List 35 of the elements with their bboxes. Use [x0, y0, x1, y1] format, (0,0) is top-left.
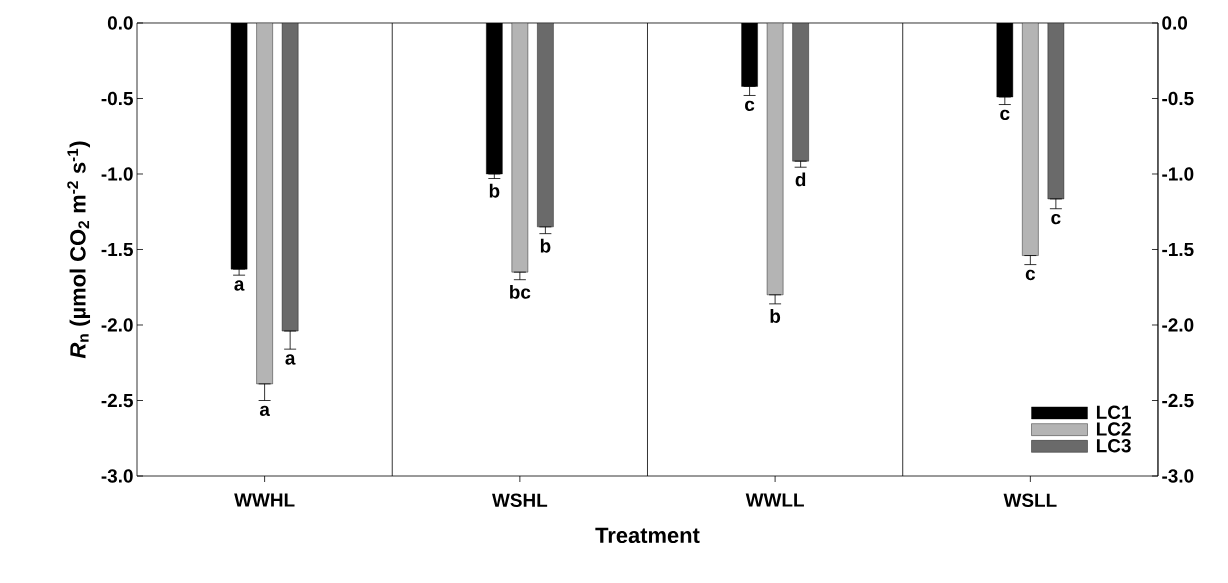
y2-tick-label: -1.5: [1162, 242, 1194, 257]
data-label: c: [1025, 269, 1036, 281]
legend-label: LC2: [1096, 422, 1131, 436]
x-axis-title: Treatment: [595, 527, 700, 544]
y-tick-label: -2.5: [101, 393, 133, 408]
y2-tick-label: -2.5: [1162, 393, 1194, 408]
y2-tick-label: -0.5: [1162, 91, 1194, 106]
text: R$_{n}$ (µmol CO$_{2}$ m$^{-2}$ s$^{-1}$): [67, 141, 91, 359]
y2-tick-label: 0.0: [1162, 16, 1188, 30]
y-tick-label: -1.0: [101, 167, 133, 181]
x-tick-label: WWLL: [745, 493, 804, 507]
data-label: c: [1051, 213, 1061, 225]
y-tick-label: -3.0: [101, 469, 133, 483]
legend-label: LC3: [1096, 438, 1131, 453]
data-label: a: [285, 354, 296, 365]
y-tick-label: -1.5: [101, 242, 133, 257]
x-tick-label: WSHL: [492, 493, 548, 507]
y-tick-label: -2.0: [101, 318, 133, 332]
x-tick-label: WWHL: [234, 493, 295, 507]
x-tick-label: WSLL: [1003, 493, 1057, 507]
y-tick-label: -0.5: [101, 91, 133, 106]
data-label: c: [745, 100, 755, 112]
legend-label: LC1: [1096, 405, 1131, 419]
y2-tick-label: -2.0: [1162, 318, 1194, 332]
data-label: d: [795, 172, 806, 187]
data-label: b: [489, 183, 500, 198]
y2-tick-label: -1.0: [1162, 167, 1194, 181]
y-tick-label: 0.0: [107, 16, 133, 30]
data-label: a: [234, 280, 245, 291]
y2-tick-label: -3.0: [1162, 469, 1194, 483]
data-label: b: [770, 309, 781, 323]
data-label: b: [540, 238, 551, 253]
data-label: c: [1000, 109, 1010, 121]
data-label: a: [259, 405, 270, 417]
data-label: bc: [510, 284, 531, 299]
